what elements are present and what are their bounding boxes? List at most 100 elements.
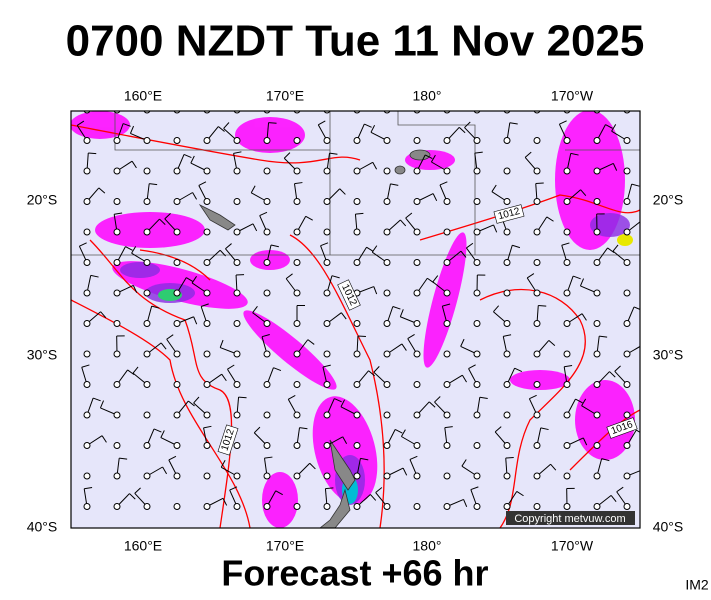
barb-flag [370, 124, 376, 133]
barb-station [143, 228, 151, 236]
wind-barb [375, 487, 391, 510]
barb-staff [537, 94, 545, 110]
barb-station [113, 228, 121, 236]
barb-station [443, 111, 451, 114]
barb-flag [609, 371, 616, 378]
barb-flag [499, 90, 506, 94]
barb-staff [499, 94, 507, 110]
barb-flag [400, 429, 406, 437]
wind-barb [503, 456, 514, 480]
barb-station [533, 320, 541, 327]
wind-barb [219, 339, 241, 358]
barb-flag [561, 242, 570, 246]
wind-barb [160, 430, 181, 449]
wind-barb [113, 493, 136, 510]
wind-barb [563, 364, 573, 388]
wind-barb [623, 411, 631, 419]
barb-station [503, 472, 511, 480]
barb-station [443, 137, 451, 144]
wind-barb [654, 403, 676, 418]
barb-flag [223, 122, 230, 129]
barb-station [173, 503, 181, 510]
isobar-label: 1012 [217, 424, 239, 456]
wind-barb [443, 374, 467, 388]
wind-barb [263, 244, 279, 266]
barb-station [293, 381, 301, 388]
barb-station [503, 111, 511, 114]
barb-flag [564, 364, 573, 368]
barb-flag [640, 97, 646, 103]
barb-flag [305, 215, 313, 221]
wind-barb [434, 396, 451, 419]
barb-flag [611, 124, 617, 132]
barb-station [563, 320, 571, 327]
barb-flag [233, 151, 242, 154]
wind-barb [164, 213, 181, 236]
wind-barb [593, 111, 601, 114]
wind-barb [113, 111, 121, 114]
barb-station [143, 442, 151, 449]
wind-barb [83, 311, 107, 327]
barb-flag [462, 374, 467, 383]
barb-station [233, 350, 241, 358]
barb-staff [641, 316, 657, 324]
barb-station [563, 381, 571, 388]
barb-flag [538, 305, 547, 307]
wind-barb [651, 456, 660, 479]
barb-flag [222, 498, 228, 506]
wind-barb [623, 221, 640, 236]
wind-barb [129, 125, 151, 144]
wind-barb [353, 198, 361, 205]
barb-flag [492, 101, 496, 108]
barb-station [473, 111, 481, 114]
barb-station [113, 320, 121, 327]
barb-flag [570, 152, 579, 156]
wind-barb [443, 426, 453, 449]
barb-station [203, 320, 211, 327]
wind-barb [533, 463, 557, 480]
wind-barb [353, 370, 376, 388]
barb-station [323, 442, 331, 449]
wind-barb [190, 155, 211, 175]
wind-barb [83, 274, 99, 297]
barb-station [503, 381, 511, 388]
barb-flag [464, 121, 471, 128]
barb-station [383, 350, 391, 358]
barb-flag [491, 184, 497, 192]
wind-barb [293, 462, 316, 480]
barb-station [293, 503, 301, 510]
wind-barb [473, 442, 481, 449]
wind-barb [134, 487, 151, 510]
barb-flag [550, 463, 557, 471]
barb-flag [252, 223, 258, 232]
barb-flag [273, 367, 282, 372]
wind-barb [470, 486, 481, 510]
barb-flag [162, 466, 168, 475]
barb-station [654, 321, 660, 327]
barb-flag [651, 456, 659, 459]
wind-barb [593, 320, 601, 327]
barb-flag [79, 242, 87, 247]
barb-flag [668, 279, 674, 284]
barb-station [173, 320, 181, 327]
barb-flag [252, 100, 257, 107]
barb-flag [285, 273, 293, 280]
barb-station [143, 167, 151, 175]
barb-flag [373, 286, 378, 295]
wind-barb [233, 396, 247, 419]
barb-flag [275, 490, 283, 496]
wind-barb [524, 151, 541, 175]
barb-station [173, 167, 181, 175]
wind-barb [322, 364, 331, 388]
barb-station [503, 198, 511, 205]
barb-station [593, 289, 601, 297]
wind-barb [203, 249, 226, 266]
wind-barb [143, 289, 151, 297]
barb-station [563, 442, 571, 449]
wind-barb [558, 120, 571, 144]
barb-station [143, 111, 151, 114]
wind-barb [616, 486, 631, 510]
wind-barb [533, 182, 544, 205]
wind-barb [233, 151, 242, 175]
wind-barb [99, 400, 121, 419]
